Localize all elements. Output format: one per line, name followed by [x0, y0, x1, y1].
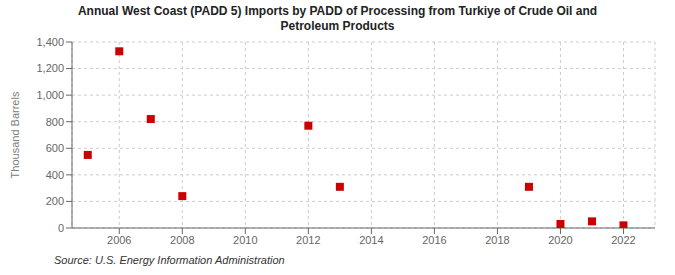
svg-text:800: 800	[46, 116, 64, 128]
svg-text:1,400: 1,400	[36, 36, 64, 48]
html-text:Source: U.S. Energy Informatio: Source: U.S. Energy Information Administ…	[54, 254, 285, 266]
svg-text:2008: 2008	[170, 234, 194, 246]
svg-text:2006: 2006	[107, 234, 131, 246]
svg-text:2016: 2016	[422, 234, 446, 246]
svg-text:0: 0	[58, 222, 64, 234]
svg-text:2020: 2020	[548, 234, 572, 246]
svg-text:2014: 2014	[359, 234, 383, 246]
svg-text:Thousand Barrels: Thousand Barrels	[9, 91, 21, 178]
svg-text:400: 400	[46, 169, 64, 181]
svg-text:2018: 2018	[485, 234, 509, 246]
svg-text:1,200: 1,200	[36, 62, 64, 74]
html-text:Annual West Coast (PADD 5) Imp: Annual West Coast (PADD 5) Imports by PA…	[77, 4, 598, 18]
svg-text:2022: 2022	[611, 234, 635, 246]
svg-text:600: 600	[46, 142, 64, 154]
svg-text:2010: 2010	[233, 234, 257, 246]
svg-text:2012: 2012	[296, 234, 320, 246]
svg-text:1,000: 1,000	[36, 89, 64, 101]
svg-text:200: 200	[46, 195, 64, 207]
html-text:Petroleum Products: Petroleum Products	[280, 19, 395, 33]
